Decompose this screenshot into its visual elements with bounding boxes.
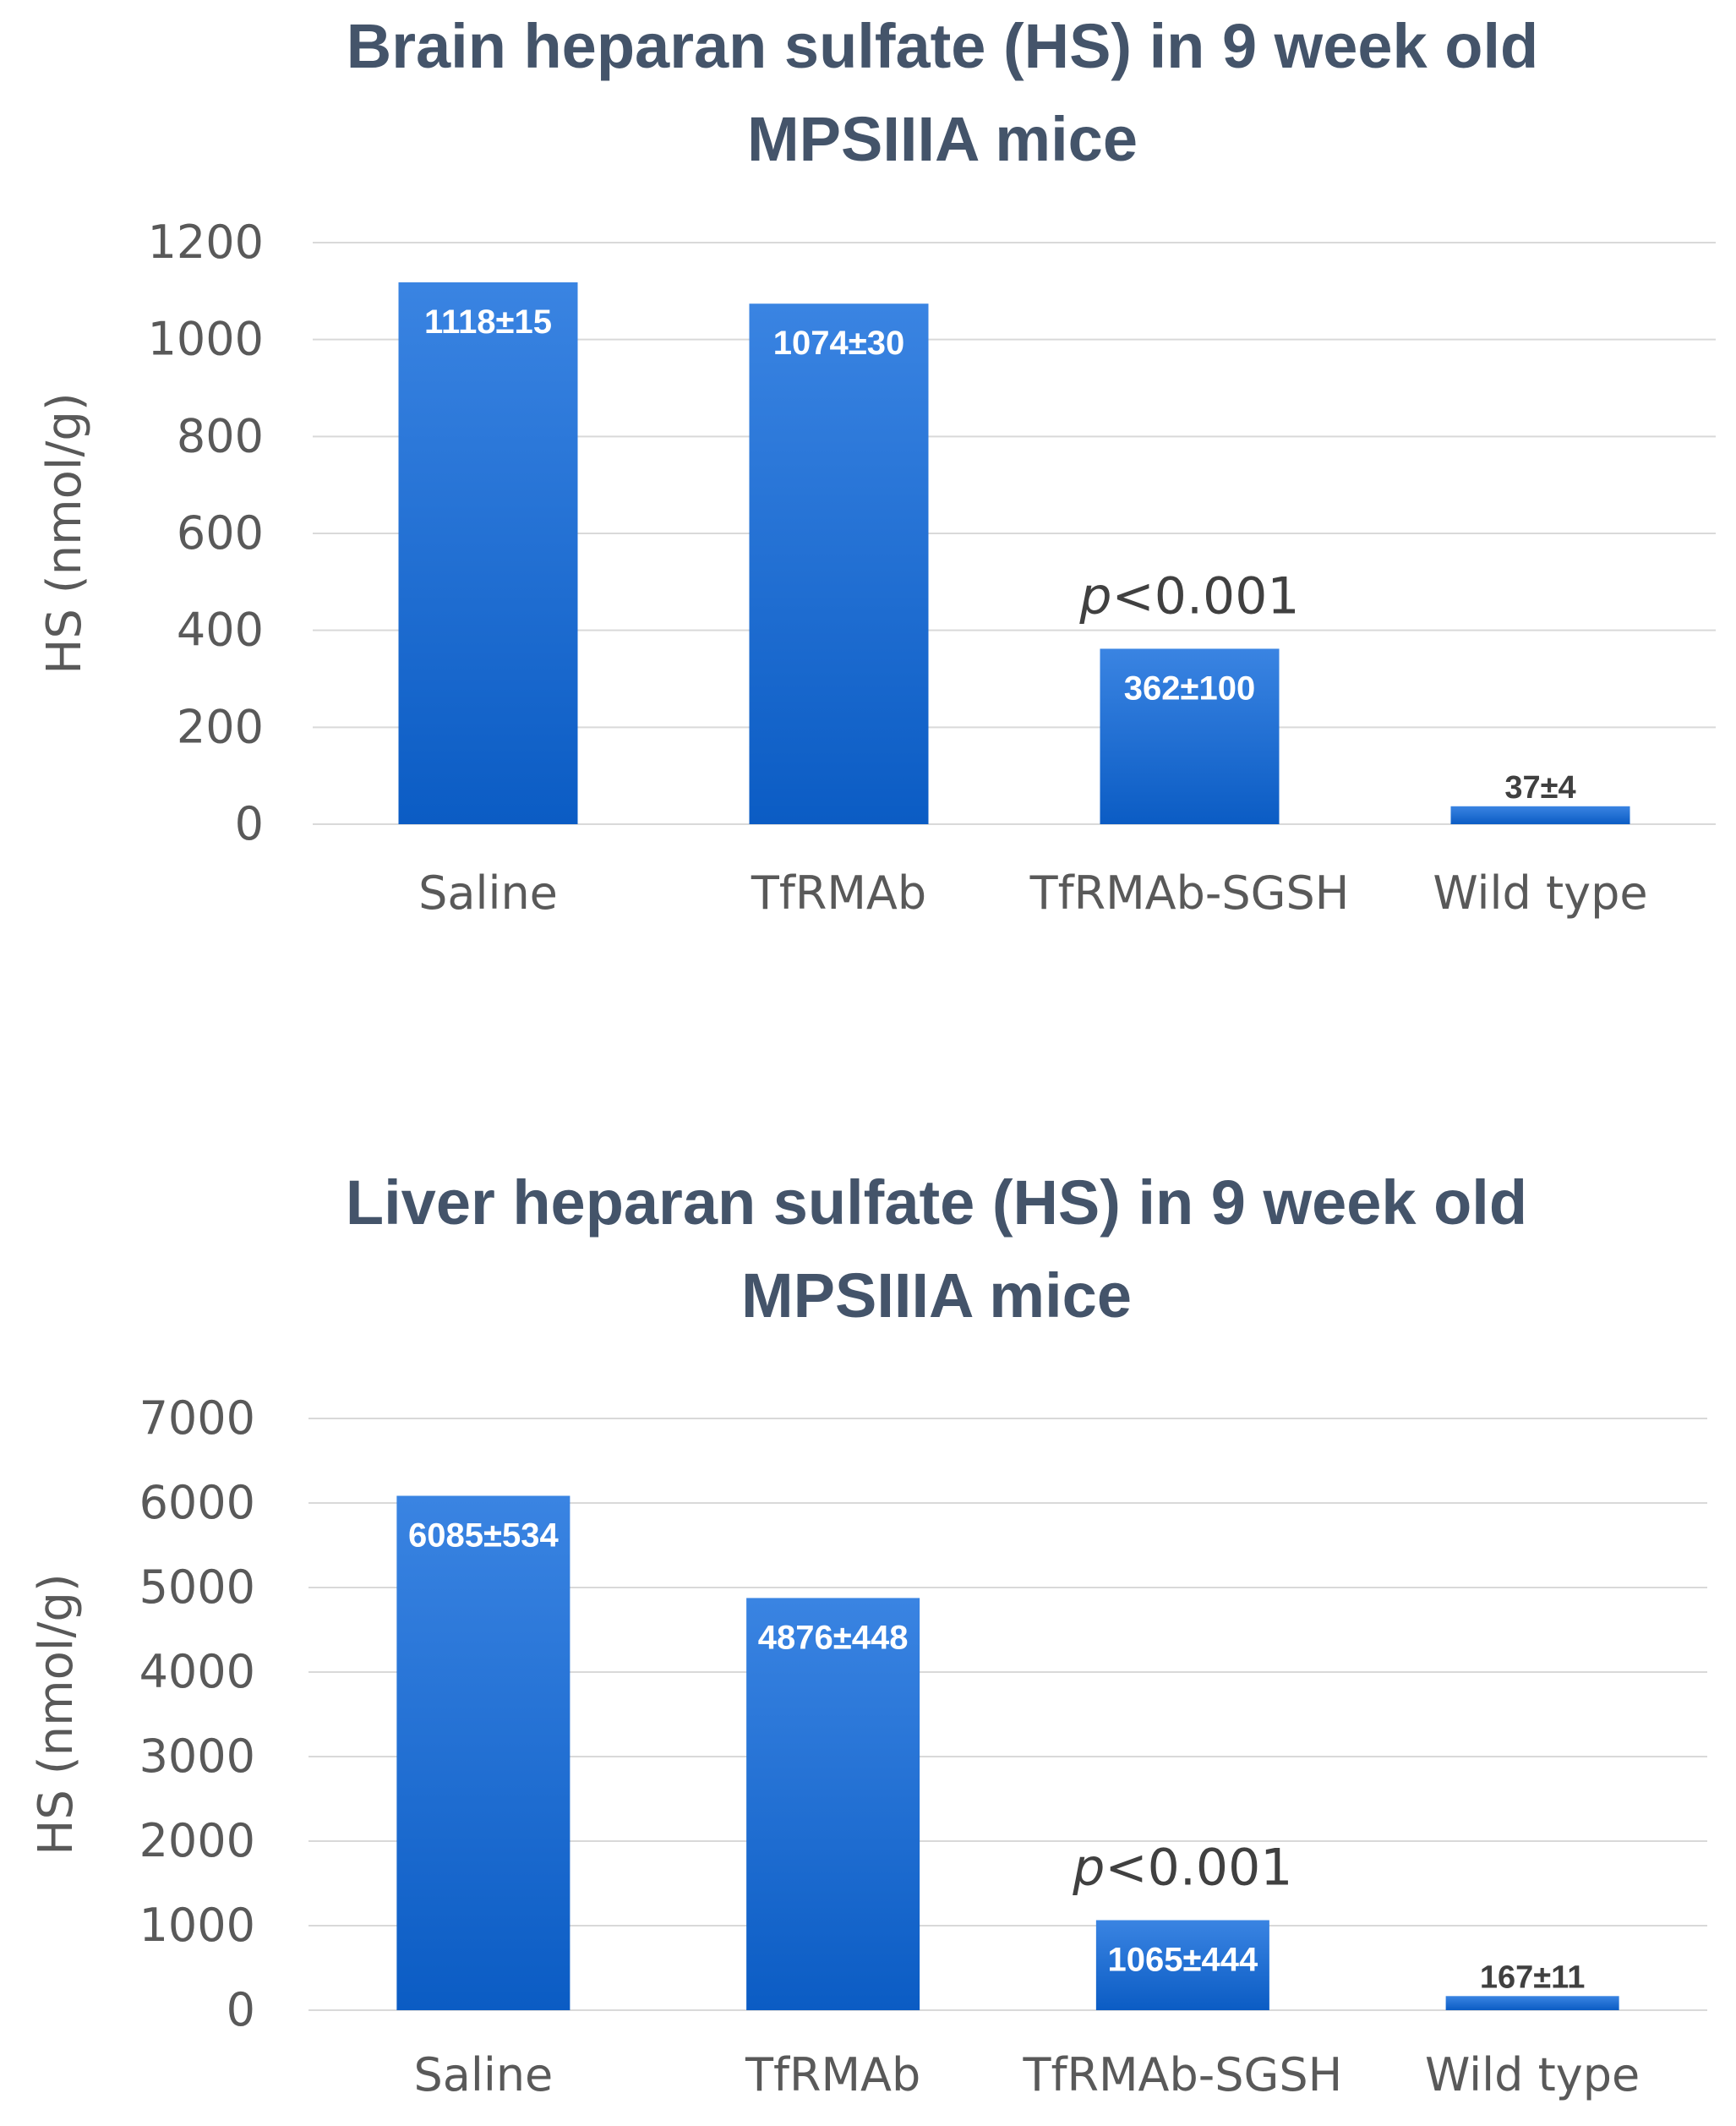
liver-y-tick-label: 5000: [139, 1560, 255, 1614]
brain-data-label: 362±100: [1124, 669, 1255, 707]
brain-y-tick-label: 1200: [148, 216, 264, 269]
brain-bar-wild-type: [1450, 806, 1630, 824]
liver-chart-title-line-2: MPSIIIA mice: [741, 1260, 1132, 1331]
brain-bar-saline: [398, 282, 578, 825]
liver-y-tick-label: 6000: [139, 1476, 255, 1529]
liver-category-label: TfRMAb: [745, 2048, 920, 2101]
liver-category-label: TfRMAb-SGSH: [1022, 2048, 1342, 2101]
liver-data-label: 4876±448: [758, 1619, 909, 1656]
liver-y-tick-label: 0: [227, 1983, 255, 2036]
brain-y-tick-label: 200: [177, 700, 264, 753]
liver-bar-tfrmab: [746, 1598, 920, 2010]
brain-chart-title-line-2: MPSIIIA mice: [747, 104, 1138, 174]
liver-hs-chart-svg: Liver heparan sulfate (HS) in 9 week old…: [29, 1167, 1707, 2101]
brain-hs-chart: Brain heparan sulfate (HS) in 9 week old…: [0, 0, 1736, 997]
liver-bar-tfrmab-sgsh: [1095, 1920, 1269, 2010]
brain-category-label: Wild type: [1433, 866, 1647, 920]
liver-category-label: Saline: [413, 2048, 553, 2101]
brain-bar-tfrmab-sgsh: [1100, 648, 1280, 824]
brain-y-tick-label: 1000: [148, 313, 264, 366]
liver-category-label: Wild type: [1425, 2048, 1640, 2101]
liver-y-tick-label: 3000: [139, 1730, 255, 1783]
liver-y-axis-title: HS (nmol/g): [29, 1573, 84, 1855]
brain-y-tick-label: 400: [177, 604, 264, 657]
liver-y-tick-label: 7000: [139, 1391, 255, 1445]
brain-data-label: 1074±30: [773, 325, 904, 362]
brain-category-label: TfRMAb: [751, 866, 926, 920]
liver-y-tick-label: 2000: [139, 1814, 255, 1867]
brain-data-label: 1118±15: [424, 303, 552, 341]
brain-y-tick-label: 800: [177, 409, 264, 462]
liver-data-label: 1065±444: [1108, 1942, 1258, 1979]
liver-data-label: 167±11: [1480, 1959, 1585, 1995]
liver-y-tick-label: 1000: [139, 1899, 255, 1952]
brain-data-label: 37±4: [1504, 770, 1575, 806]
liver-chart-title-line-1: Liver heparan sulfate (HS) in 9 week old: [346, 1167, 1527, 1238]
liver-y-tick-label: 4000: [139, 1645, 255, 1698]
liver-bar-wild-type: [1445, 1996, 1619, 2010]
liver-hs-chart: Liver heparan sulfate (HS) in 9 week old…: [0, 1167, 1736, 2126]
liver-significance-annotation: p<0.001: [1072, 1839, 1292, 1898]
brain-bar-tfrmab: [749, 303, 929, 824]
brain-y-tick-label: 600: [177, 506, 264, 560]
liver-bar-saline: [396, 1495, 570, 2010]
brain-category-label: TfRMAb-SGSH: [1029, 866, 1350, 920]
brain-y-tick-label: 0: [235, 797, 264, 850]
liver-data-label: 6085±534: [408, 1517, 559, 1555]
brain-category-label: Saline: [418, 866, 558, 920]
brain-significance-annotation: p<0.001: [1078, 566, 1299, 626]
brain-y-axis-title: HS (nmol/g): [37, 392, 92, 674]
brain-chart-title-line-1: Brain heparan sulfate (HS) in 9 week old: [347, 11, 1538, 81]
brain-hs-chart-svg: Brain heparan sulfate (HS) in 9 week old…: [37, 11, 1716, 920]
